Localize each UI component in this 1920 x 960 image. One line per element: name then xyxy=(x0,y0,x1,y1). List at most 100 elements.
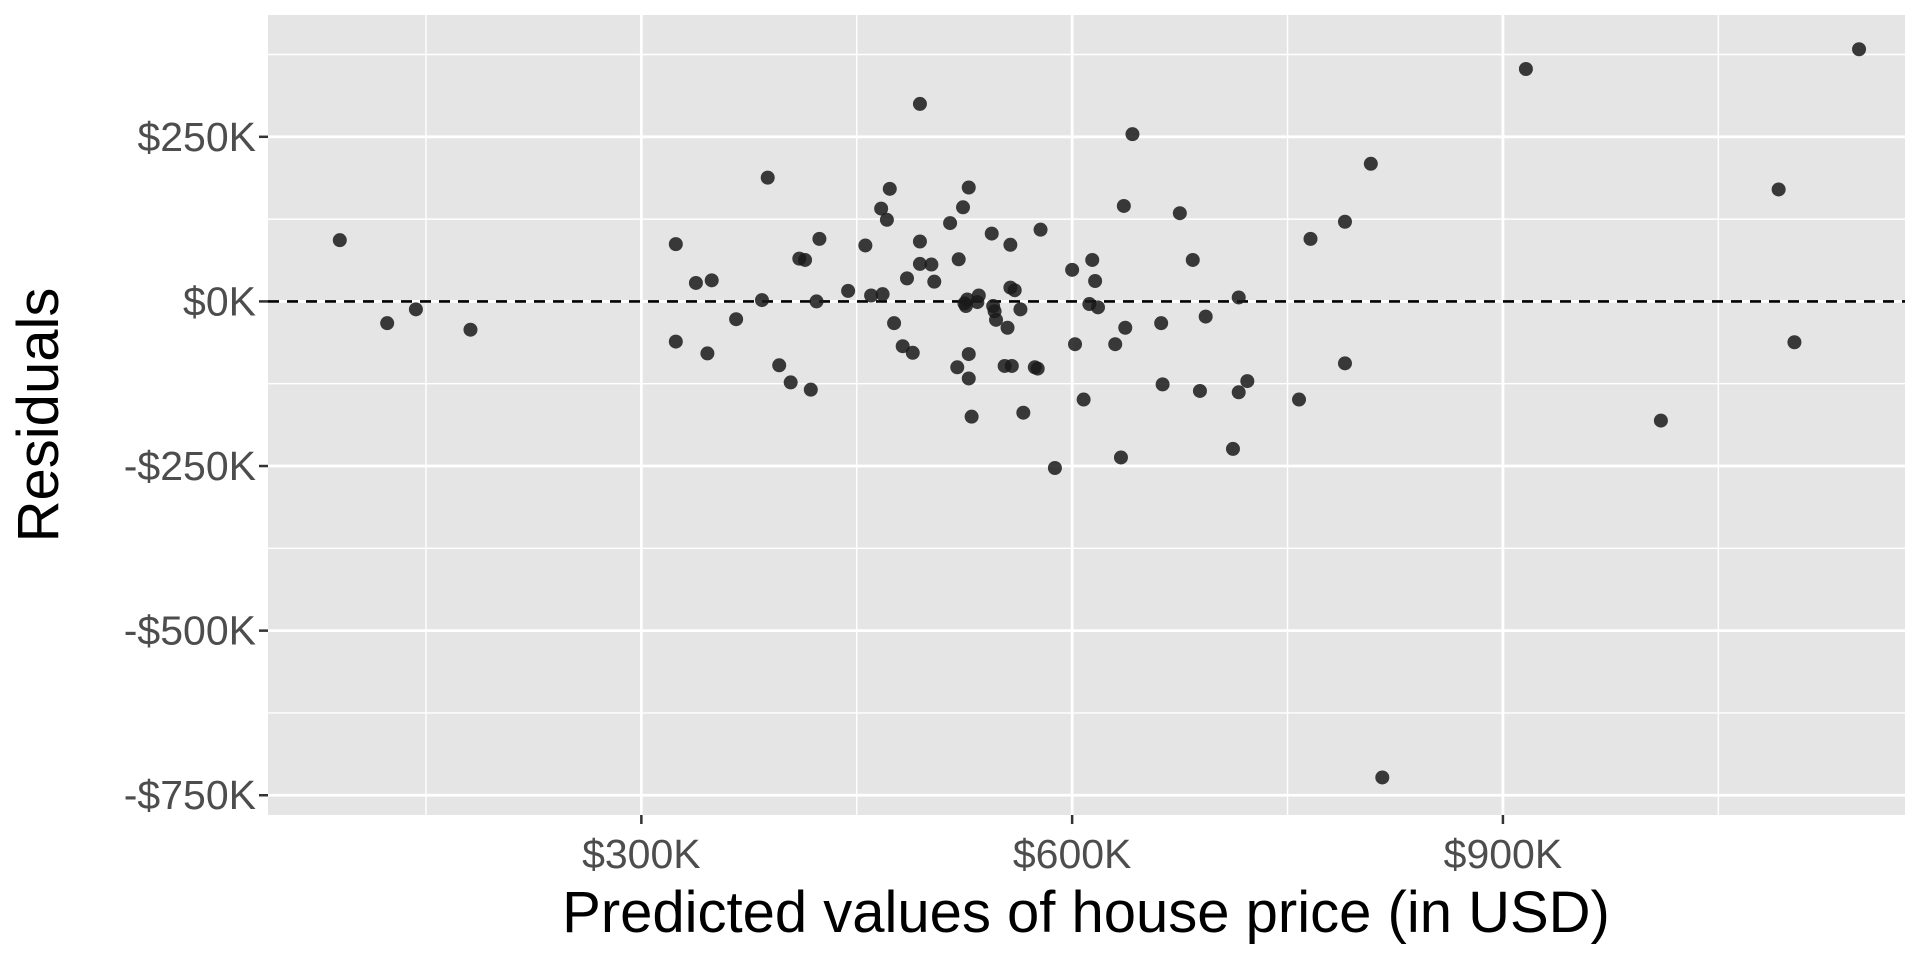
data-point xyxy=(1090,300,1105,315)
data-point xyxy=(1154,316,1169,331)
data-point xyxy=(668,334,683,349)
x-axis-title: Predicted values of house price (in USD) xyxy=(562,880,1610,945)
data-point xyxy=(1172,206,1187,221)
data-point xyxy=(895,339,910,354)
data-point xyxy=(1004,358,1019,373)
data-point xyxy=(882,181,897,196)
data-point xyxy=(798,252,813,267)
data-point xyxy=(943,216,958,231)
data-point xyxy=(809,294,824,309)
minor-gridlines xyxy=(268,15,1905,815)
data-point xyxy=(951,252,966,267)
data-point xyxy=(961,180,976,195)
data-point xyxy=(912,256,927,271)
y-tick-label: -$250K xyxy=(124,443,256,489)
data-point xyxy=(812,231,827,246)
data-point xyxy=(984,226,999,241)
data-point xyxy=(1337,214,1352,229)
data-point xyxy=(1047,461,1062,476)
data-point xyxy=(924,257,939,272)
data-point xyxy=(729,312,744,327)
data-point xyxy=(1118,320,1133,335)
data-points xyxy=(332,42,1867,785)
data-point xyxy=(912,96,927,111)
data-point xyxy=(964,409,979,424)
data-point xyxy=(858,238,873,253)
data-point xyxy=(1337,356,1352,371)
data-point xyxy=(950,360,965,375)
x-tick-label: $600K xyxy=(1013,831,1132,877)
data-point xyxy=(332,233,347,248)
data-point xyxy=(1065,262,1080,277)
data-point xyxy=(961,371,976,386)
y-tick-label: $0K xyxy=(183,278,256,324)
data-point xyxy=(760,170,775,185)
y-tick-label: -$500K xyxy=(124,608,256,654)
data-point xyxy=(1518,61,1533,76)
data-point xyxy=(1375,770,1390,785)
y-tick-label: -$750K xyxy=(124,772,256,818)
x-axis-ticks: $300K $600K $900K xyxy=(582,815,1562,877)
data-point xyxy=(887,316,902,331)
data-point xyxy=(1113,450,1128,465)
data-point xyxy=(463,322,478,337)
data-point xyxy=(1013,302,1028,317)
data-point xyxy=(879,212,894,227)
data-point xyxy=(905,345,920,360)
data-point xyxy=(1653,413,1668,428)
data-point xyxy=(1231,385,1246,400)
data-point xyxy=(1108,337,1123,352)
data-point xyxy=(1116,198,1131,213)
x-tick-label: $900K xyxy=(1444,831,1563,877)
data-point xyxy=(1155,377,1170,392)
data-point xyxy=(912,234,927,249)
data-point xyxy=(900,271,915,286)
data-point xyxy=(1192,383,1207,398)
data-point xyxy=(783,375,798,390)
data-point xyxy=(971,288,986,303)
data-point xyxy=(1787,335,1802,350)
data-point xyxy=(1003,237,1018,252)
data-point xyxy=(927,274,942,289)
data-point xyxy=(380,316,395,331)
data-point xyxy=(864,288,879,303)
data-point xyxy=(408,302,423,317)
data-point xyxy=(668,237,683,252)
data-point xyxy=(1225,441,1240,456)
data-point xyxy=(1185,252,1200,267)
data-point xyxy=(1068,337,1083,352)
data-point xyxy=(874,201,889,216)
data-point xyxy=(956,200,971,215)
data-point xyxy=(961,347,976,362)
data-point xyxy=(1231,290,1246,305)
data-point xyxy=(989,312,1004,327)
data-point xyxy=(688,275,703,290)
data-point xyxy=(875,287,890,302)
plot-panel xyxy=(268,15,1905,815)
data-point xyxy=(841,283,856,298)
data-point xyxy=(1076,392,1091,407)
data-point xyxy=(772,358,787,373)
data-point xyxy=(1292,392,1307,407)
data-point xyxy=(803,382,818,397)
data-point xyxy=(1125,127,1140,142)
data-point xyxy=(1088,274,1103,289)
data-point xyxy=(1000,320,1015,335)
data-point xyxy=(1240,374,1255,389)
data-point xyxy=(1363,156,1378,171)
y-axis-title: Residuals xyxy=(6,288,71,543)
data-point xyxy=(754,293,769,308)
data-point xyxy=(704,273,719,288)
data-point xyxy=(1085,252,1100,267)
data-point xyxy=(1007,283,1022,298)
data-point xyxy=(1033,222,1048,237)
data-point xyxy=(700,346,715,361)
y-axis-ticks: $250K $0K -$250K -$500K -$750K xyxy=(124,114,268,818)
data-point xyxy=(1016,405,1031,420)
data-point xyxy=(1198,309,1213,324)
y-tick-label: $250K xyxy=(137,114,256,160)
data-point xyxy=(1030,361,1045,376)
x-tick-label: $300K xyxy=(582,831,701,877)
data-point xyxy=(1852,42,1867,57)
